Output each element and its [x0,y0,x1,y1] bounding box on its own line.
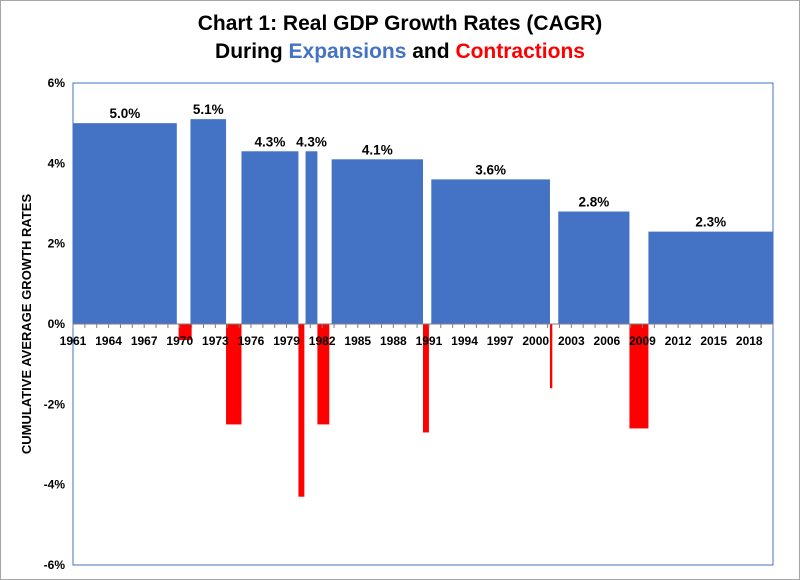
chart-title-line1: Chart 1: Real GDP Growth Rates (CAGR) [197,12,603,35]
y-tick-label: -2% [44,397,66,411]
y-tick-label: 4% [48,156,66,170]
y-tick-label: -6% [44,558,66,572]
expansion-bar [241,151,299,324]
title-expansions-word: Expansions [288,40,407,63]
expansion-bar [305,151,318,324]
x-tick-label: 2012 [665,334,692,348]
contraction-bar [317,324,330,425]
x-tick-label: 2009 [629,334,656,348]
x-tick-label: 1991 [416,334,443,348]
y-tick-label: 0% [48,317,66,331]
x-tick-label: 1976 [238,334,265,348]
data-label: 2.3% [695,215,726,230]
x-tick-label: 1988 [380,334,407,348]
expansion-bar [331,159,423,324]
x-tick-label: 1964 [95,334,122,348]
x-tick-label: 1985 [344,334,371,348]
y-tick-label: -4% [44,478,66,492]
x-tick-label: 1994 [451,334,478,348]
title-prefix: During [215,40,289,63]
data-label: 4.1% [362,142,393,157]
data-label: 5.0% [110,106,141,121]
title-and-word: and [406,40,456,63]
y-tick-label: 2% [48,237,66,251]
title-contractions-word: Contractions [455,40,585,63]
expansion-bar [558,211,630,324]
x-tick-label: 2018 [736,334,763,348]
x-tick-label: 1982 [309,334,336,348]
data-label: 3.6% [475,162,506,177]
contraction-bar [298,324,305,497]
x-tick-label: 2000 [522,334,549,348]
x-tick-label: 1967 [131,334,158,348]
expansion-bar [190,119,227,325]
contraction-bar [629,324,649,429]
x-tick-label: 1973 [202,334,229,348]
expansion-bar [431,179,550,324]
data-label: 5.1% [193,102,224,117]
expansion-bar [73,123,177,325]
chart-title-line2: During Expansions and Contractions [0,38,800,66]
x-tick-label: 1970 [166,334,193,348]
expansion-bar [648,231,773,324]
y-tick-label: 6% [48,76,66,90]
x-tick-label: 2006 [594,334,621,348]
x-tick-label: 1997 [487,334,514,348]
data-label: 4.3% [255,134,286,149]
contraction-bar [226,324,242,425]
x-tick-label: 2003 [558,334,585,348]
x-tick-label: 1979 [273,334,300,348]
contraction-bar [549,324,553,389]
x-tick-label: 1961 [60,334,87,348]
data-label: 4.3% [296,134,327,149]
data-label: 2.8% [578,195,609,210]
chart-title: Chart 1: Real GDP Growth Rates (CAGR) Du… [0,10,800,66]
x-tick-label: 2015 [700,334,727,348]
contraction-bar [178,324,192,341]
contraction-bar [423,324,429,433]
y-axis-title: CUMULATIVE AVERAGE GROWTH RATES [19,194,34,455]
